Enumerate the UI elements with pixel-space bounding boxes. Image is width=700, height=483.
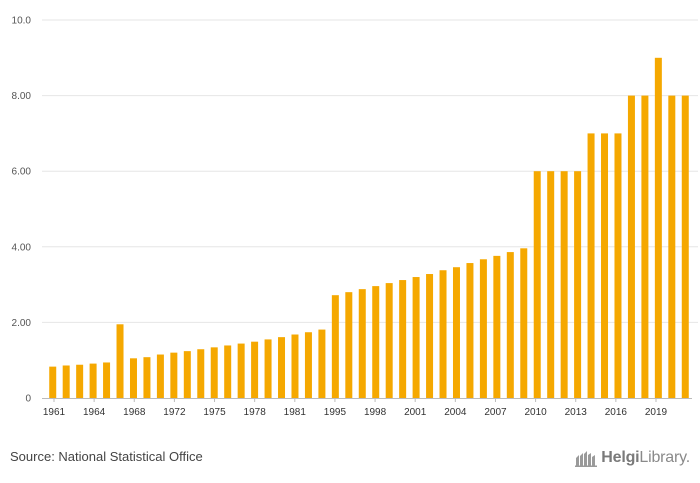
bar[interactable]	[237, 343, 245, 398]
y-tick-label: 4.00	[12, 242, 32, 253]
bar[interactable]	[587, 133, 595, 398]
x-tick-label: 2001	[404, 407, 427, 418]
bar[interactable]	[304, 332, 312, 398]
bar[interactable]	[103, 362, 111, 398]
bar[interactable]	[318, 329, 326, 398]
bar[interactable]	[372, 286, 380, 398]
x-tick-label: 2004	[444, 407, 467, 418]
grid-lines	[42, 19, 698, 323]
bar[interactable]	[493, 255, 501, 398]
bar[interactable]	[533, 171, 541, 398]
x-tick-label: 2007	[484, 407, 507, 418]
y-axis: 0 2.00 4.00 6.00 8.00 10.0	[12, 16, 32, 405]
x-tick-label: 2019	[645, 407, 668, 418]
bar[interactable]	[183, 351, 191, 398]
bar[interactable]	[116, 324, 124, 398]
bar[interactable]	[547, 171, 555, 398]
y-tick-label: 6.00	[12, 167, 32, 178]
bar[interactable]	[331, 295, 339, 398]
bar[interactable]	[210, 347, 218, 398]
x-tick-label: 1961	[43, 407, 66, 418]
bar[interactable]	[156, 354, 164, 398]
bar[interactable]	[197, 349, 205, 398]
x-tick-label: 1981	[284, 407, 307, 418]
bar[interactable]	[574, 171, 582, 398]
bar[interactable]	[170, 352, 178, 398]
x-tick-label: 2010	[524, 407, 547, 418]
bar[interactable]	[49, 366, 57, 398]
bar[interactable]	[89, 363, 97, 398]
bar[interactable]	[439, 270, 447, 398]
logo-text-rest: Library.	[639, 449, 690, 466]
x-tick-label: 2013	[565, 407, 588, 418]
bar[interactable]	[224, 345, 232, 398]
bar[interactable]	[399, 280, 407, 398]
x-tick-label: 1972	[163, 407, 186, 418]
bar[interactable]	[278, 337, 286, 398]
bar[interactable]	[426, 274, 434, 398]
bar[interactable]	[520, 248, 528, 398]
bar[interactable]	[264, 339, 272, 398]
bar[interactable]	[76, 364, 84, 398]
y-tick-label: 10.0	[12, 16, 32, 27]
bar[interactable]	[560, 171, 568, 398]
bar[interactable]	[681, 95, 689, 398]
x-tick-label: 1968	[123, 407, 146, 418]
x-tick-label: 1995	[324, 407, 347, 418]
y-tick-label: 0	[25, 394, 31, 405]
bar[interactable]	[62, 365, 70, 398]
bar[interactable]	[452, 267, 460, 398]
bar[interactable]	[412, 277, 420, 398]
x-tick-label: 1975	[203, 407, 226, 418]
bar[interactable]	[251, 341, 259, 398]
source-note: Source: National Statistical Office	[10, 449, 203, 464]
bar[interactable]	[129, 358, 137, 398]
bar[interactable]	[668, 95, 676, 398]
bar[interactable]	[143, 357, 151, 398]
bar[interactable]	[614, 133, 622, 398]
bar[interactable]	[627, 95, 635, 398]
x-tick-label: 1978	[244, 407, 267, 418]
x-tick-label: 1998	[364, 407, 387, 418]
bar[interactable]	[345, 292, 353, 398]
bar-series	[49, 57, 689, 399]
x-tick-label: 1964	[83, 407, 106, 418]
logo-text-bold: Helgi	[601, 449, 640, 466]
bar[interactable]	[385, 283, 393, 398]
bar[interactable]	[601, 133, 609, 398]
bar[interactable]	[506, 252, 514, 398]
bar[interactable]	[654, 57, 662, 399]
y-tick-label: 8.00	[12, 91, 32, 102]
x-axis: 1961 1964 1968 1972 1975 1978 1981 1995 1998 2001…	[42, 398, 692, 418]
bar[interactable]	[358, 289, 366, 398]
bar[interactable]	[479, 259, 487, 398]
helgi-library-logo[interactable]: Helgi Library.	[575, 448, 690, 468]
bar[interactable]	[291, 334, 299, 399]
bar[interactable]	[641, 95, 649, 398]
x-tick-label: 2016	[605, 407, 628, 418]
library-building-icon	[575, 451, 598, 467]
y-tick-label: 2.00	[12, 318, 32, 329]
bar[interactable]	[466, 263, 474, 398]
